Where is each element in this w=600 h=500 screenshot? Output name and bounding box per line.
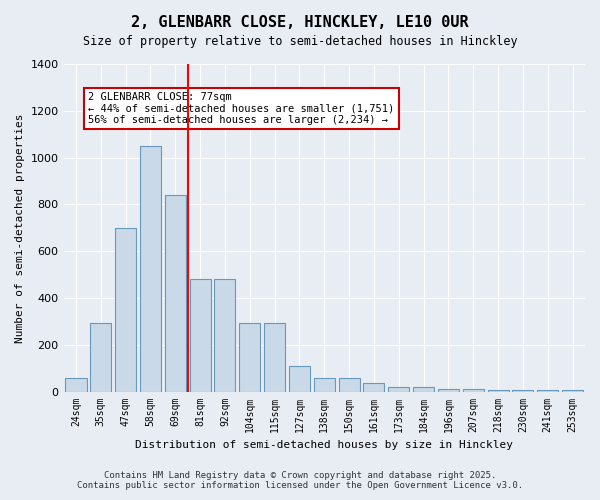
Bar: [190, 280, 211, 392]
Bar: [537, 390, 559, 392]
Text: 2, GLENBARR CLOSE, HINCKLEY, LE10 0UR: 2, GLENBARR CLOSE, HINCKLEY, LE10 0UR: [131, 15, 469, 30]
Bar: [140, 146, 161, 392]
Bar: [214, 280, 235, 392]
Bar: [314, 378, 335, 392]
Bar: [165, 195, 186, 392]
Bar: [463, 389, 484, 392]
Bar: [413, 387, 434, 392]
Text: 2 GLENBARR CLOSE: 77sqm
← 44% of semi-detached houses are smaller (1,751)
56% of: 2 GLENBARR CLOSE: 77sqm ← 44% of semi-de…: [88, 92, 395, 126]
Bar: [364, 384, 385, 392]
Bar: [115, 228, 136, 392]
Bar: [562, 390, 583, 392]
Bar: [388, 387, 409, 392]
Bar: [239, 322, 260, 392]
Text: Contains HM Land Registry data © Crown copyright and database right 2025.
Contai: Contains HM Land Registry data © Crown c…: [77, 470, 523, 490]
Y-axis label: Number of semi-detached properties: Number of semi-detached properties: [15, 113, 25, 342]
X-axis label: Distribution of semi-detached houses by size in Hinckley: Distribution of semi-detached houses by …: [135, 440, 513, 450]
Bar: [338, 378, 359, 392]
Bar: [438, 389, 459, 392]
Bar: [65, 378, 86, 392]
Bar: [512, 390, 533, 392]
Bar: [90, 322, 112, 392]
Bar: [264, 322, 285, 392]
Bar: [289, 366, 310, 392]
Text: Size of property relative to semi-detached houses in Hinckley: Size of property relative to semi-detach…: [83, 35, 517, 48]
Bar: [488, 390, 509, 392]
